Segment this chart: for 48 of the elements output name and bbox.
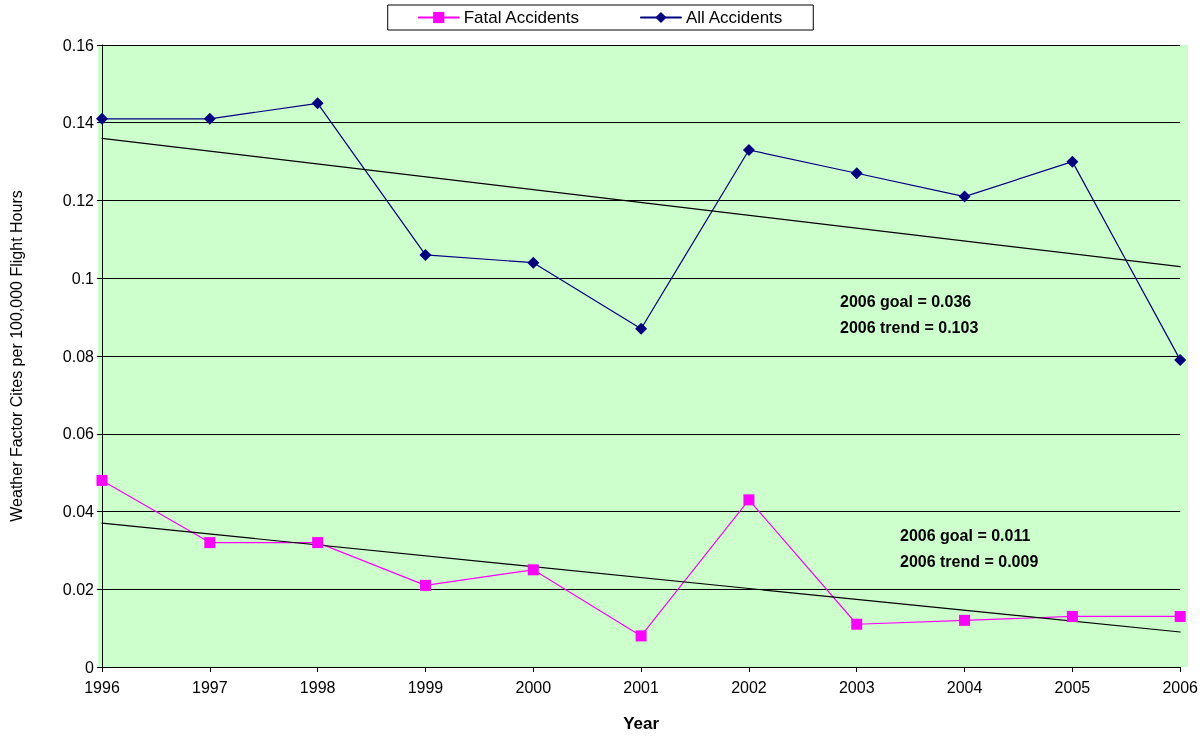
- point: [1174, 353, 1187, 366]
- y-tick-label: 0.16: [62, 36, 95, 54]
- point: [635, 630, 647, 642]
- x-axis-title: Year: [623, 714, 660, 733]
- x-tick-label: 1997: [192, 678, 228, 696]
- point: [527, 564, 539, 576]
- x-tick-label: 2005: [1054, 678, 1091, 696]
- point: [311, 97, 324, 110]
- y-tick-label: 0.06: [62, 425, 95, 443]
- annotation: 2006 goal = 0.036 2006 trend = 0.103: [840, 292, 979, 336]
- point: [1066, 155, 1079, 168]
- point: [419, 579, 431, 591]
- point: [1066, 610, 1078, 622]
- y-tick-label: 0.14: [62, 114, 95, 132]
- annotation: 2006 goal = 0.011 2006 trend = 0.009: [900, 526, 1039, 570]
- y-axis-title: Weather Factor Cites per 100,000 Flight Hours: [7, 190, 25, 522]
- x-tick-label: 2000: [515, 678, 552, 696]
- x-tick-label: 2001: [623, 678, 659, 696]
- point: [1174, 610, 1186, 622]
- y-tick-label: 0: [85, 658, 95, 676]
- y-tick-label: 0.02: [62, 580, 95, 598]
- point: [742, 143, 755, 156]
- x-tick-label: 1996: [84, 678, 120, 696]
- point: [96, 112, 108, 125]
- y-tick-label: 0.12: [62, 192, 95, 209]
- y-tick-label: 0.08: [62, 347, 95, 365]
- point: [850, 167, 863, 180]
- point: [959, 614, 971, 626]
- point: [527, 256, 540, 269]
- legend-label: Fatal Accidents: [463, 8, 580, 27]
- point: [203, 112, 216, 125]
- x-tick-label: 1999: [407, 678, 444, 696]
- point: [743, 494, 755, 506]
- point: [204, 537, 216, 549]
- x-tick-label: 2002: [731, 678, 767, 696]
- point: [635, 322, 648, 335]
- point: [96, 474, 108, 486]
- point: [851, 618, 863, 630]
- y-tick-label: 0.04: [62, 503, 95, 520]
- point: [958, 190, 971, 203]
- x-tick-label: 2006: [1162, 678, 1199, 696]
- y-tick-label: 0.1: [71, 269, 95, 287]
- legend-label: All Accidents: [685, 8, 783, 27]
- x-tick-label: 1998: [299, 678, 336, 696]
- x-tick-label: 2003: [838, 678, 875, 696]
- point: [312, 537, 324, 549]
- x-tick-label: 2004: [946, 678, 983, 696]
- point: [419, 248, 432, 261]
